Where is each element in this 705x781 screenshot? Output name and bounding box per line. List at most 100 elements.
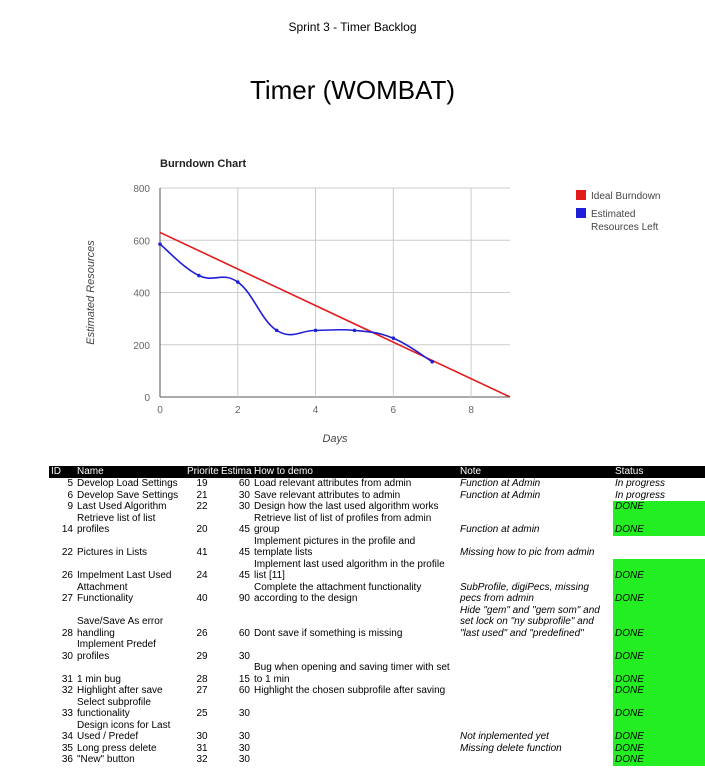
cell-priority: 25 [196, 708, 208, 719]
cell-how-to-demo: Bug when opening and saving timer with s… [254, 662, 450, 685]
data-point [235, 280, 240, 284]
cell-status: DONE [613, 662, 705, 685]
cell-priority: 19 [196, 478, 208, 489]
cell-how-to-demo: Implement pictures in the profile and te… [254, 535, 416, 559]
cell-priority: 22 [196, 501, 208, 512]
cell-priority: 32 [196, 754, 208, 765]
cell-id: 27 [61, 593, 73, 604]
burndown-chart: Burndown Chart 0 200 400 600 800 0 2 4 6 8 Days Esti… [85, 158, 661, 445]
cell-name: "New" button [77, 754, 135, 765]
table-row: 34 Design icons for Last Used / Predef 30 3… [49, 719, 705, 743]
cell-name: Develop Load Settings [77, 478, 178, 489]
cell-how-to-demo: Save relevant attributes to admin [254, 489, 401, 501]
data-point [158, 242, 162, 246]
cell-id: 34 [61, 731, 73, 742]
cell-status: In progress [615, 478, 666, 489]
cell-note [458, 639, 613, 662]
cell-status: DONE [613, 512, 705, 536]
series-line-ideal-burndown [159, 231, 511, 398]
table-row: 6 Develop Save Settings 21 30 Save relevant … [49, 490, 705, 502]
cell-id: 9 [67, 501, 73, 512]
cell-estimate: 45 [238, 547, 250, 558]
cell-how-to-demo: Highlight the chosen subprofile after sa… [254, 685, 446, 696]
cell-status: DONE [613, 696, 705, 720]
cell-note: SubProfile, digiPecs, missing pecs from … [460, 581, 589, 605]
cell-status: DONE [613, 639, 705, 662]
table-row: 14 Retrieve list of list profiles 20 45 Retr… [49, 512, 705, 536]
cell-status [613, 536, 705, 559]
table-row: 5 Develop Load Settings 19 60 Load relevant … [49, 478, 705, 490]
cell-status: DONE [613, 604, 705, 639]
cell-estimate: 45 [238, 570, 250, 581]
y-tick-label: 800 [133, 184, 150, 195]
cell-id: 30 [61, 650, 73, 662]
column-header-how-to-demo: How to demo [252, 466, 458, 478]
legend-label: Estimated Resources Left [591, 209, 658, 233]
table-row: 27 Attachment Functionality 40 90 Complete t… [49, 581, 705, 605]
table-row: 31 1 min bug 28 15 Bug when opening and savi… [49, 662, 705, 685]
table-row: 35 Long press delete 31 30 Missing delete fu… [49, 742, 705, 754]
cell-how-to-demo: Implement last used algorithm in the pro… [254, 558, 445, 582]
legend-swatch [576, 208, 586, 218]
cell-id: 31 [61, 673, 73, 685]
cell-how-to-demo [252, 720, 458, 743]
cell-status: DONE [613, 558, 705, 582]
cell-name: Pictures in Lists [77, 547, 148, 558]
legend-label: Ideal Burndown [591, 191, 661, 202]
cell-name: Retrieve list of list profiles [77, 512, 156, 536]
cell-status: DONE [613, 501, 705, 513]
column-header-status: Status [613, 466, 705, 478]
cell-note: Function at Admin [460, 489, 541, 501]
cell-status: DONE [613, 754, 705, 766]
cell-estimate: 30 [238, 754, 250, 765]
cell-priority: 21 [196, 489, 208, 501]
data-point [197, 273, 201, 278]
cell-name: Save/Save As error handling [77, 616, 164, 639]
y-tick-label: 0 [144, 393, 150, 404]
cell-status: DONE [613, 685, 705, 697]
cell-name: Implement Predef profiles [77, 639, 156, 662]
cell-priority: 26 [196, 627, 208, 639]
y-tick-label: 400 [133, 289, 150, 300]
table-row: 28 Save/Save As error handling 26 60 Dont sa… [49, 604, 705, 639]
cell-how-to-demo [252, 754, 458, 766]
data-point [313, 328, 318, 333]
table-row: 22 Pictures in Lists 41 45 Implement picture… [49, 536, 705, 559]
cell-priority: 20 [196, 524, 208, 535]
cell-id: 36 [61, 754, 73, 765]
table-row: 9 Last Used Algorithm 22 30 Design how the l… [49, 501, 705, 513]
cell-name: Last Used Algorithm [77, 501, 167, 512]
legend-swatch [576, 190, 586, 200]
column-header-id: ID [49, 466, 75, 478]
cell-name: Design icons for Last Used / Predef [77, 719, 171, 743]
column-header-estima: Estima [219, 466, 252, 478]
table-row: 33 Select subprofile functionality 25 30 DON… [49, 696, 705, 720]
cell-name: Develop Save Settings [77, 489, 179, 501]
chart-title: Burndown Chart [160, 158, 246, 170]
data-point [430, 359, 435, 364]
cell-priority: 28 [196, 673, 208, 685]
backlog-table: ID Name Priorite Estima How to demo Note Statu… [49, 466, 705, 766]
cell-note [458, 559, 613, 582]
cell-name: Long press delete [77, 742, 157, 754]
data-point [391, 336, 396, 341]
cell-estimate: 15 [238, 673, 250, 685]
cell-estimate: 60 [238, 685, 250, 696]
cell-id: 32 [61, 685, 73, 696]
cell-name: Highlight after save [77, 685, 163, 696]
column-header-note: Note [458, 466, 613, 478]
cell-name: Attachment Functionality [77, 581, 134, 605]
cell-id: 28 [61, 627, 73, 639]
cell-status: In progress [615, 489, 666, 501]
cell-estimate: 30 [238, 650, 250, 662]
cell-name: 1 min bug [77, 673, 121, 685]
x-tick-label: 2 [235, 405, 241, 416]
cell-how-to-demo [252, 639, 458, 662]
cell-priority: 41 [196, 547, 208, 558]
cell-estimate: 30 [238, 501, 250, 512]
cell-priority: 30 [196, 731, 208, 742]
cell-id: 14 [61, 524, 73, 535]
x-tick-label: 6 [391, 405, 397, 416]
cell-id: 33 [61, 708, 73, 719]
cell-estimate: 60 [238, 478, 250, 489]
